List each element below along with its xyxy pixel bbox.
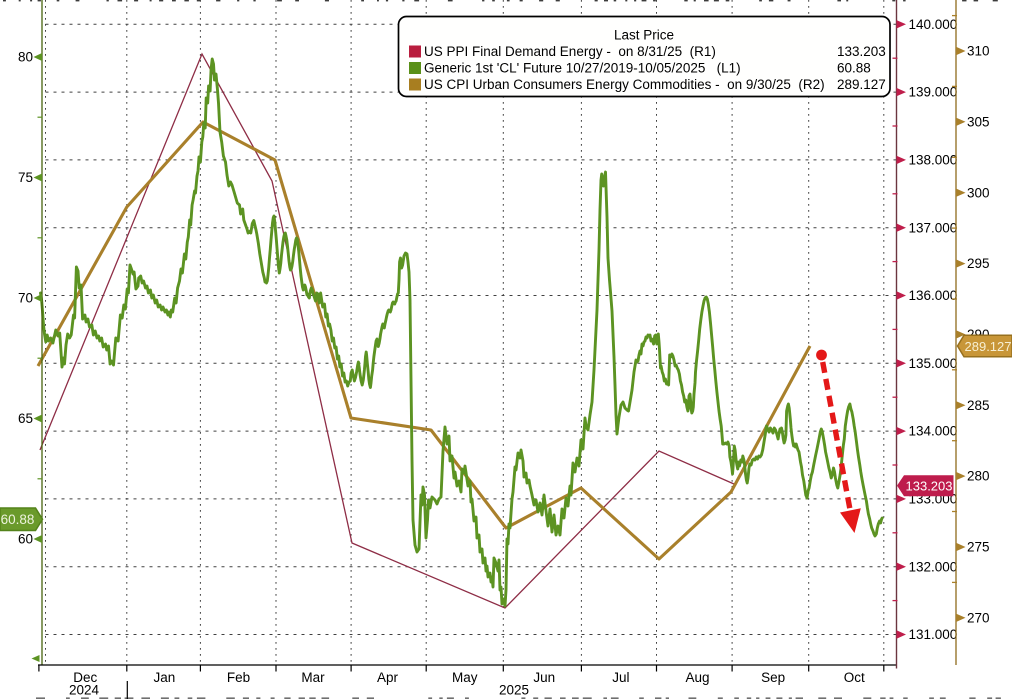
svg-text:137.000: 137.000 (909, 220, 958, 235)
svg-text:2024: 2024 (69, 683, 100, 698)
svg-text:295: 295 (967, 256, 990, 271)
svg-text:275: 275 (967, 540, 990, 555)
svg-text:US PPI Final Demand Energy -: US PPI Final Demand Energy - on 8/31/25 … (424, 44, 716, 59)
svg-text:US CPI Urban Consumers Energy: US CPI Urban Consumers Energy Commoditie… (424, 77, 825, 92)
svg-text:300: 300 (967, 185, 990, 200)
svg-text:136.000: 136.000 (909, 288, 958, 303)
svg-text:270: 270 (967, 610, 990, 625)
svg-text:310: 310 (967, 44, 990, 59)
svg-text:Generic 1st 'CL' Future 10/27/: Generic 1st 'CL' Future 10/27/2019-10/05… (424, 61, 741, 76)
svg-text:133.203: 133.203 (906, 479, 953, 494)
svg-text:Jun: Jun (533, 670, 555, 685)
svg-text:134.000: 134.000 (909, 424, 958, 439)
svg-text:285: 285 (967, 398, 990, 413)
svg-text:Jan: Jan (154, 670, 176, 685)
svg-text:133.203: 133.203 (837, 44, 886, 59)
svg-text:Oct: Oct (844, 670, 865, 685)
svg-text:Dec: Dec (73, 670, 97, 685)
svg-text:Apr: Apr (377, 670, 399, 685)
svg-text:138.000: 138.000 (909, 153, 958, 168)
svg-text:131.000: 131.000 (909, 627, 958, 642)
svg-text:60.88: 60.88 (1, 512, 35, 527)
svg-text:Jul: Jul (612, 670, 629, 685)
svg-text:Feb: Feb (227, 670, 250, 685)
svg-text:135.000: 135.000 (909, 356, 958, 371)
svg-text:Aug: Aug (685, 670, 709, 685)
svg-text:Sep: Sep (761, 670, 785, 685)
svg-text:289.127: 289.127 (837, 77, 886, 92)
svg-text:139.000: 139.000 (909, 85, 958, 100)
svg-text:70: 70 (18, 291, 33, 306)
svg-text:Last Price: Last Price (614, 28, 674, 43)
svg-text:75: 75 (18, 170, 33, 185)
svg-text:2025: 2025 (499, 683, 529, 698)
svg-text:May: May (452, 670, 478, 685)
svg-text:289.127: 289.127 (965, 339, 1012, 354)
svg-text:Mar: Mar (301, 670, 325, 685)
svg-text:305: 305 (967, 114, 990, 129)
svg-text:140.000: 140.000 (909, 17, 958, 32)
svg-text:80: 80 (18, 50, 33, 65)
svg-text:280: 280 (967, 469, 990, 484)
svg-text:132.000: 132.000 (909, 559, 958, 574)
svg-text:60: 60 (18, 532, 33, 547)
svg-text:65: 65 (18, 411, 33, 426)
svg-text:60.88: 60.88 (837, 61, 871, 76)
